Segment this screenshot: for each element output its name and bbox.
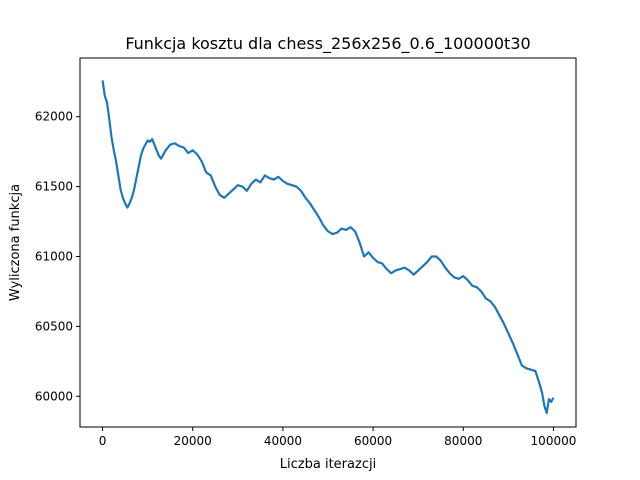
y-tick-label: 61000: [35, 249, 73, 263]
x-axis-label: Liczba iterazcji: [280, 457, 376, 472]
x-axis-ticks: 0 20000 40000 60000 80000 100000: [99, 427, 577, 448]
x-tick-label: 0: [99, 434, 107, 448]
chart-title: Funkcja kosztu dla chess_256x256_0.6_100…: [125, 34, 530, 54]
y-tick-label: 60000: [35, 389, 73, 403]
y-tick-label: 62000: [35, 110, 73, 124]
x-tick-label: 100000: [531, 434, 577, 448]
axes-frame: [79, 57, 577, 428]
y-tick-label: 61500: [35, 180, 73, 194]
x-tick-label: 80000: [444, 434, 482, 448]
y-tick-label: 60500: [35, 319, 73, 333]
x-tick-label: 40000: [264, 434, 302, 448]
series-line-0: [101, 80, 555, 415]
y-axis-label: Wyliczona funkcja: [8, 184, 23, 301]
plot-area: [79, 57, 577, 428]
y-axis-ticks: 60000 60500 61000 61500 62000: [35, 110, 80, 403]
x-tick-label: 60000: [354, 434, 392, 448]
x-tick-label: 20000: [174, 434, 212, 448]
